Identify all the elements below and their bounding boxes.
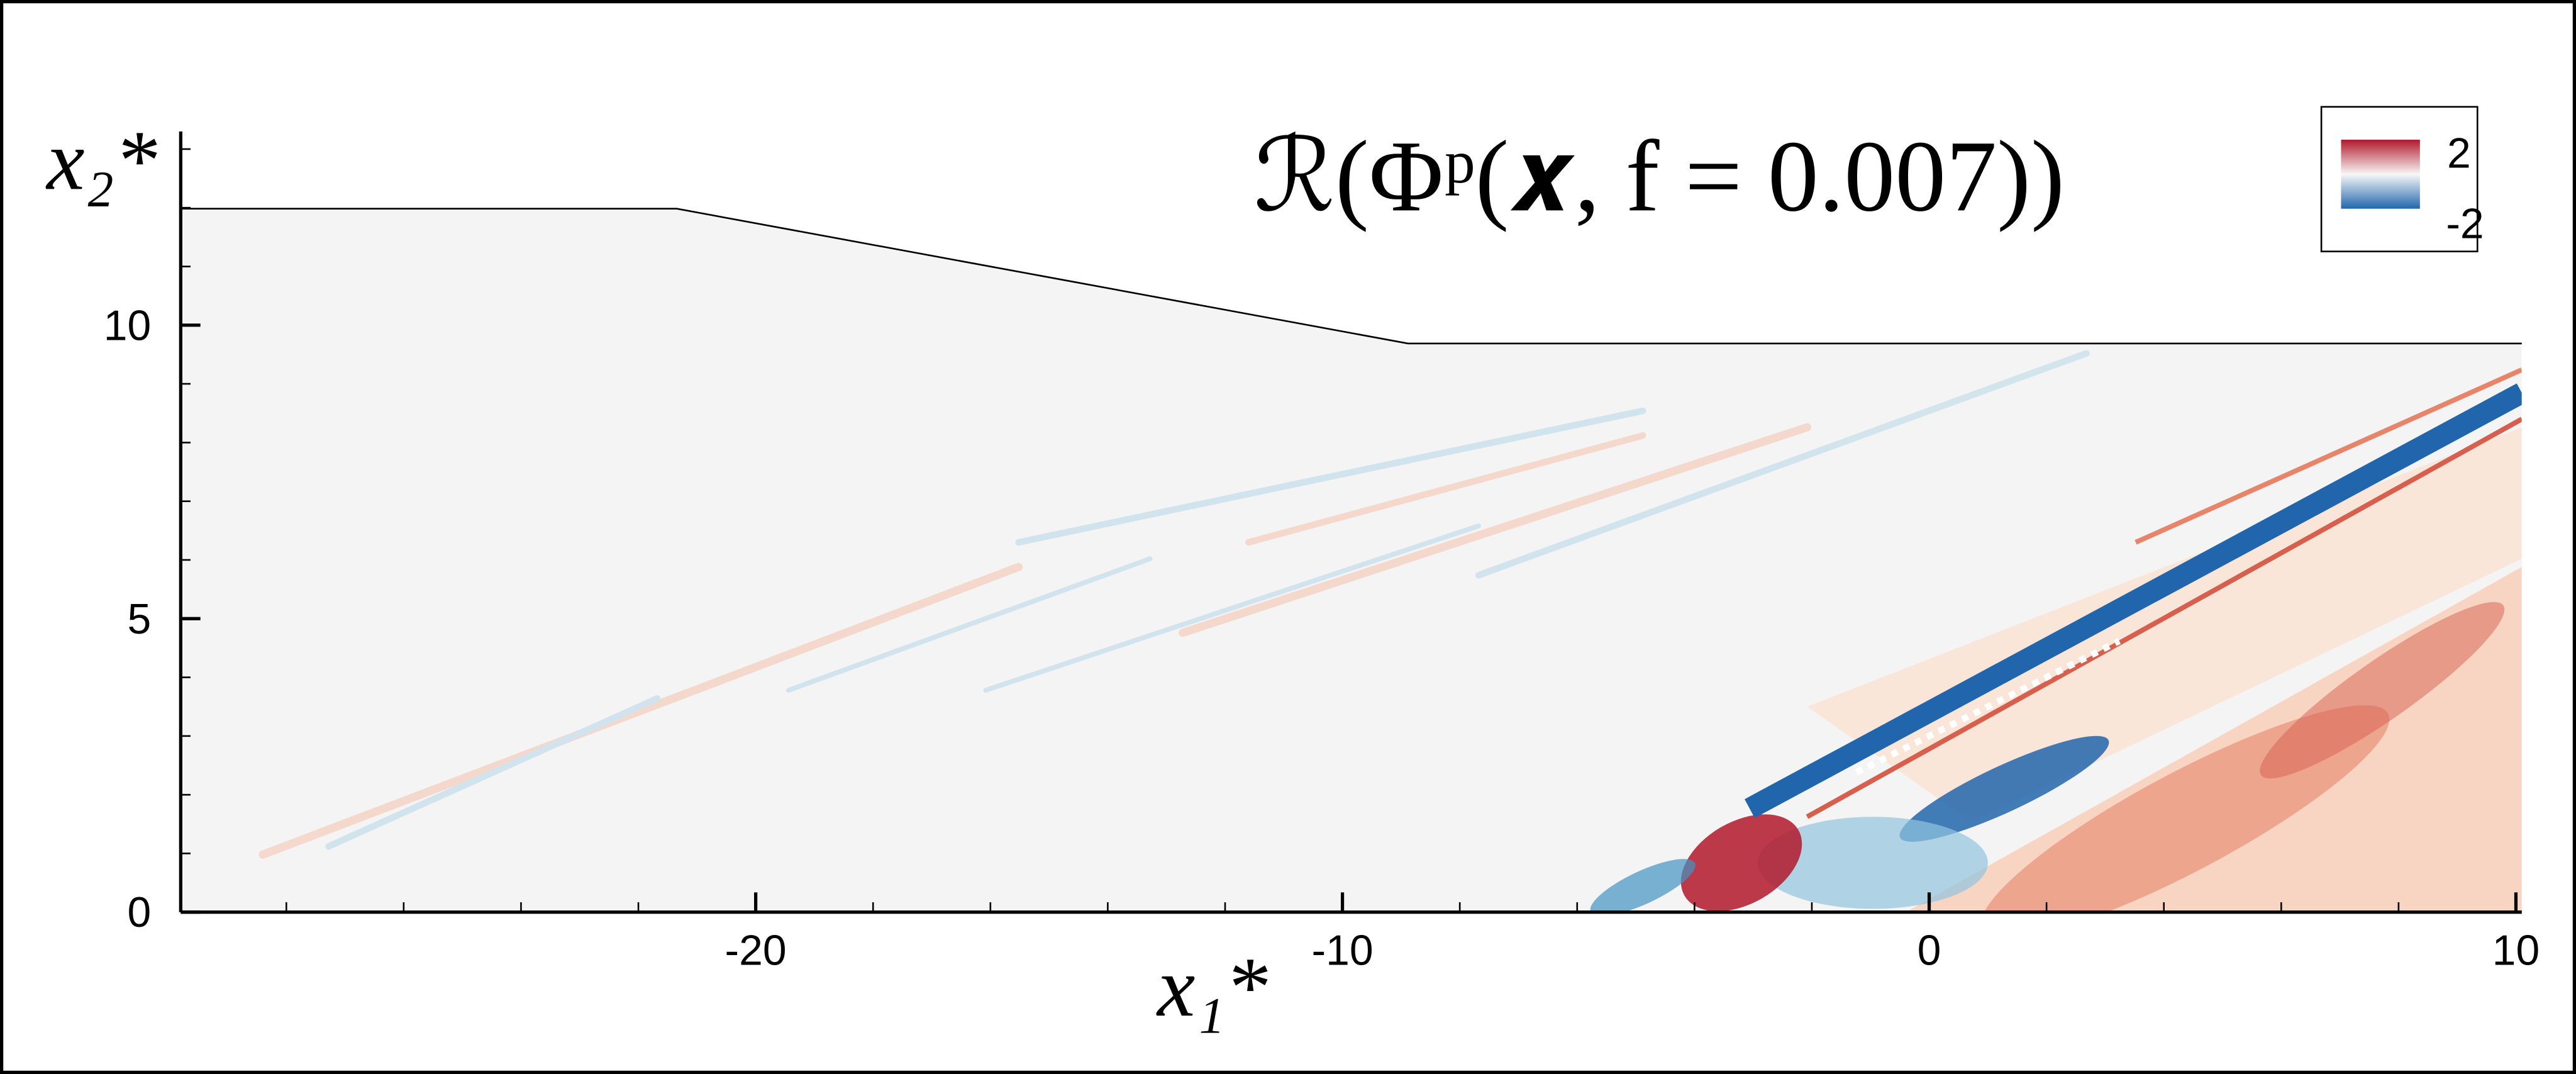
colorbar-max: 2 [2447,130,2471,177]
y-tick-label: 10 [104,302,152,349]
y-tick-label: 0 [128,889,152,936]
field [258,350,2522,912]
x-tick-label: -10 [1311,927,1373,974]
x-tick-label: 10 [2492,927,2540,974]
y-tick-label: 5 [128,596,152,643]
x-axis-label: x₁* [1156,940,1268,1034]
chart-title: ℛ(Φᵖ(𝒙, f = 0.007)) [1254,120,2065,233]
colorbar [2341,140,2420,209]
wall [180,208,2522,345]
x-tick-label: 0 [1918,927,1941,974]
y-axis-label: x₂* [45,113,157,208]
colorbar-min: -2 [2446,201,2484,248]
x-tick-label: -20 [725,927,787,974]
